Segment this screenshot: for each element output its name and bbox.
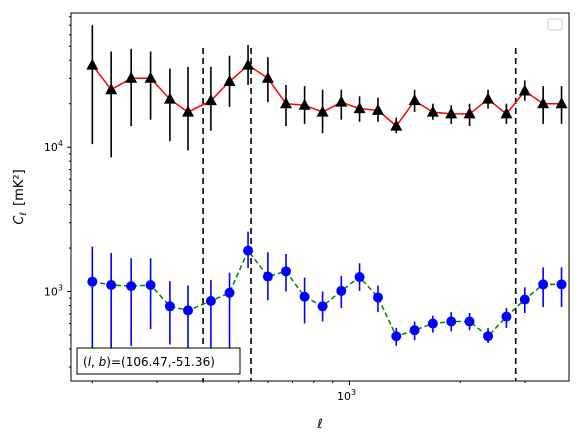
y-label-unit: [mK²]	[12, 169, 27, 206]
data-point	[519, 294, 530, 305]
data-point	[280, 266, 291, 277]
data-point	[204, 94, 217, 106]
data-point	[537, 97, 550, 109]
data-point	[224, 287, 235, 298]
data-point	[125, 71, 138, 83]
data-point	[391, 331, 402, 342]
y-tick-exponent: 3	[58, 284, 63, 293]
data-point	[182, 105, 195, 117]
data-point	[538, 279, 549, 290]
data-point	[242, 58, 255, 70]
plot-frame	[70, 12, 570, 382]
data-point	[106, 279, 117, 290]
data-point	[317, 301, 328, 312]
y-axis-label: Cℓ [mK²]	[12, 169, 29, 224]
data-point	[354, 272, 365, 283]
data-point	[556, 279, 567, 290]
data-point	[299, 291, 310, 302]
data-point	[298, 98, 311, 110]
data-point	[482, 92, 495, 104]
data-point	[126, 281, 137, 292]
data-point	[205, 295, 216, 306]
data-point	[105, 83, 118, 95]
data-point	[145, 279, 156, 290]
legend-box	[547, 18, 563, 31]
data-point	[483, 331, 494, 342]
data-point	[555, 97, 568, 109]
data-point	[262, 271, 273, 282]
y-tick-base: 10	[44, 286, 58, 299]
data-point	[183, 305, 194, 316]
annotation-comma: ,	[91, 355, 99, 369]
data-point	[87, 276, 98, 287]
data-point	[390, 119, 403, 131]
data-point	[163, 92, 176, 104]
x-axis-label: ℓ	[316, 417, 322, 432]
data-point	[243, 245, 254, 256]
data-point	[445, 107, 458, 119]
annotation-open: (	[83, 355, 88, 369]
data-point	[223, 75, 236, 87]
data-point	[279, 97, 292, 109]
data-point	[518, 84, 531, 96]
annotation-b: b	[99, 355, 107, 369]
data-point	[427, 318, 438, 329]
y-label-main: C	[12, 215, 27, 225]
data-point	[353, 102, 366, 114]
data-point	[371, 103, 384, 115]
series-line-1	[92, 249, 562, 338]
data-point	[144, 71, 157, 83]
annotation-text: (l, b)=(106.47,-51.36)	[83, 355, 215, 369]
annotation-box: (l, b)=(106.47,-51.36)	[76, 347, 241, 375]
data-point	[464, 316, 475, 327]
annotation-l: l	[88, 355, 92, 369]
data-point	[500, 107, 513, 119]
annotation-value: )=(106.47,-51.36)	[106, 355, 215, 369]
y-tick-exponent: 4	[58, 139, 63, 148]
series-line-0	[91, 64, 562, 128]
data-point	[501, 311, 512, 322]
y-label-subscript: ℓ	[19, 212, 29, 217]
data-point	[335, 95, 348, 107]
series-0	[86, 25, 568, 158]
data-point	[446, 316, 457, 327]
data-point	[164, 301, 175, 312]
y-tick-label: 104	[44, 139, 63, 154]
series-1	[87, 231, 567, 368]
plot-layers	[86, 25, 568, 381]
y-tick-base: 10	[44, 141, 58, 154]
data-point	[261, 71, 274, 83]
data-point	[408, 94, 421, 106]
data-point	[372, 292, 383, 303]
data-point	[316, 105, 329, 117]
data-point	[86, 58, 99, 70]
x-tick-base: 10	[337, 390, 351, 403]
data-point	[409, 325, 420, 336]
data-point	[426, 105, 439, 117]
x-tick-label: 103	[337, 388, 356, 403]
data-point	[336, 285, 347, 296]
y-tick-label: 103	[44, 284, 63, 299]
data-point	[463, 107, 476, 119]
x-tick-exponent: 3	[351, 388, 356, 397]
